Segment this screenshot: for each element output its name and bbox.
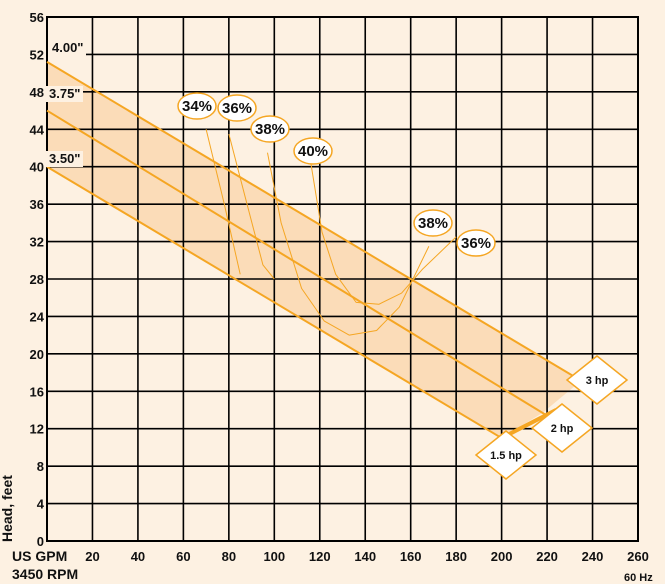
y-tick-label: 44 [30,122,45,137]
motor-limit-line [500,408,558,440]
x-axis-title: US GPM [12,548,67,564]
horsepower-badge [565,355,629,405]
efficiency-badge [293,137,333,165]
x-tick-label: 220 [536,549,558,564]
efficiency-badge [177,92,217,120]
series-label: 3.50" [49,151,80,166]
plot-frame [46,16,639,542]
efficiency-line [266,152,430,336]
x-tick-label: 40 [131,549,145,564]
efficiency-line [228,133,275,280]
series-label-bg [45,151,83,167]
efficiency-label: 34% [182,98,212,115]
efficiency-badge [413,209,453,237]
x-tick-label: 240 [582,549,604,564]
series-label: 4.00" [52,40,83,55]
x-tick-label: 60 [176,549,190,564]
x-tick-label: 160 [400,549,422,564]
horsepower-badge [530,403,594,453]
curve-line [46,109,548,417]
horsepower-label: 3 hp [586,375,609,387]
y-tick-label: 12 [30,422,44,437]
efficiency-label: 38% [255,121,285,138]
x-tick-label: 260 [627,549,649,564]
curve-line [46,61,594,389]
horsepower-label: 2 hp [551,423,574,435]
horsepower-label: 1.5 hp [490,450,522,462]
x-tick-label: 180 [445,549,467,564]
efficiency-badge [250,115,290,143]
y-tick-label: 32 [30,235,44,250]
y-tick-label: 48 [30,85,44,100]
x-tick-label: 100 [263,549,285,564]
y-tick-label: 28 [30,272,44,287]
frequency-label: 60 Hz [624,572,653,584]
efficiency-badge [456,229,496,257]
y-tick-label: 16 [30,384,44,399]
y-tick-label: 40 [30,160,44,175]
efficiency-label: 36% [461,235,491,252]
y-tick-label: 36 [30,197,44,212]
efficiency-label: 36% [222,100,252,117]
horsepower-badge [474,430,538,480]
operating-band [47,61,582,439]
x-tick-label: 140 [354,549,376,564]
y-tick-label: 20 [30,347,44,362]
y-tick-label: 8 [37,459,44,474]
x-tick-label: 20 [85,549,99,564]
y-tick-label: 24 [30,309,45,324]
series-label-bg [48,40,86,56]
y-axis-title: Head, feet [0,475,15,542]
efficiency-line [310,161,457,305]
x-tick-label: 80 [222,549,236,564]
series-label: 3.75" [49,86,80,101]
x-tick-label: 120 [309,549,331,564]
series-label-bg [45,86,83,102]
efficiency-badge [217,94,257,122]
y-tick-label: 4 [37,497,45,512]
efficiency-line [205,129,241,275]
y-tick-label: 52 [30,47,44,62]
efficiency-label: 38% [418,215,448,232]
x-tick-label: 200 [491,549,513,564]
rpm-label: 3450 RPM [12,566,78,582]
y-tick-label: 56 [30,10,44,25]
y-tick-label: 0 [37,534,44,549]
curve-line [46,165,503,439]
efficiency-label: 40% [298,143,328,160]
